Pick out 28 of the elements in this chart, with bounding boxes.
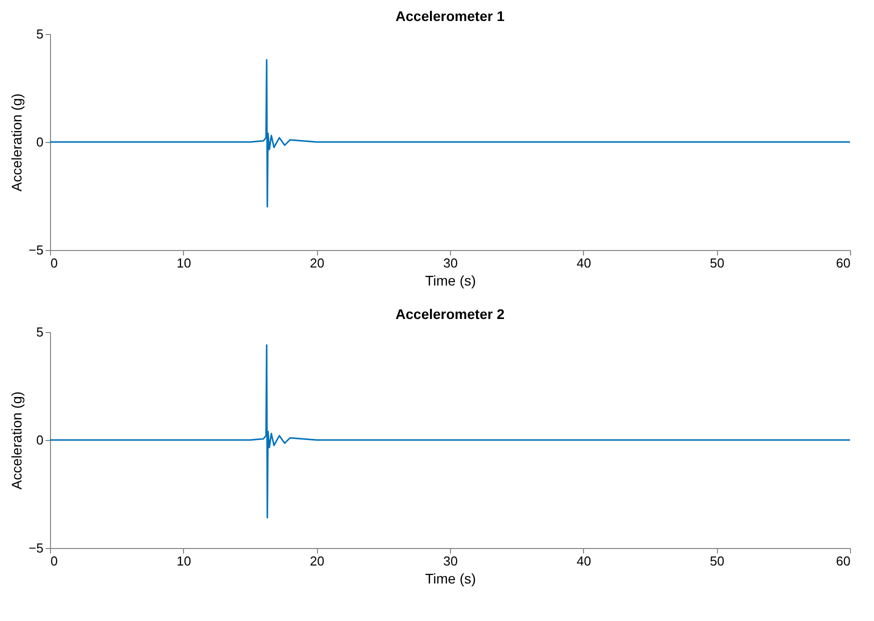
y-axis-title: Acceleration (g) [8, 391, 25, 490]
x-tick-label: 10 [176, 554, 192, 568]
chart-title: Accelerometer 1 [396, 8, 505, 24]
x-tick-label: 40 [576, 256, 592, 270]
x-tick-label: 30 [443, 554, 458, 568]
x-tick-label: 0 [50, 256, 58, 270]
y-tick-label: 5 [36, 324, 44, 340]
y-tick-label: −5 [28, 242, 44, 258]
x-axis-title: Time (s) [425, 272, 476, 288]
x-tick-label: 50 [710, 554, 724, 568]
y-tick-label: 0 [36, 432, 44, 448]
line-series [50, 344, 850, 519]
x-tick-label: 30 [443, 256, 458, 270]
y-axis-title: Acceleration (g) [8, 93, 25, 192]
y-tick-label: −5 [28, 540, 44, 556]
x-tick-label: 50 [710, 256, 724, 270]
chart-title: Accelerometer 2 [396, 306, 505, 322]
x-tick-label: 20 [310, 256, 324, 270]
line-series [50, 59, 850, 208]
x-tick-label: 60 [836, 256, 850, 270]
x-tick-label: 10 [176, 256, 192, 270]
y-tick-label: 5 [36, 26, 44, 42]
x-tick-label: 20 [310, 554, 324, 568]
x-tick-label: 60 [836, 554, 850, 568]
y-tick-label: 0 [36, 134, 44, 150]
x-tick-label: 0 [50, 554, 58, 568]
x-tick-label: 40 [576, 554, 592, 568]
x-axis-title: Time (s) [425, 570, 476, 586]
